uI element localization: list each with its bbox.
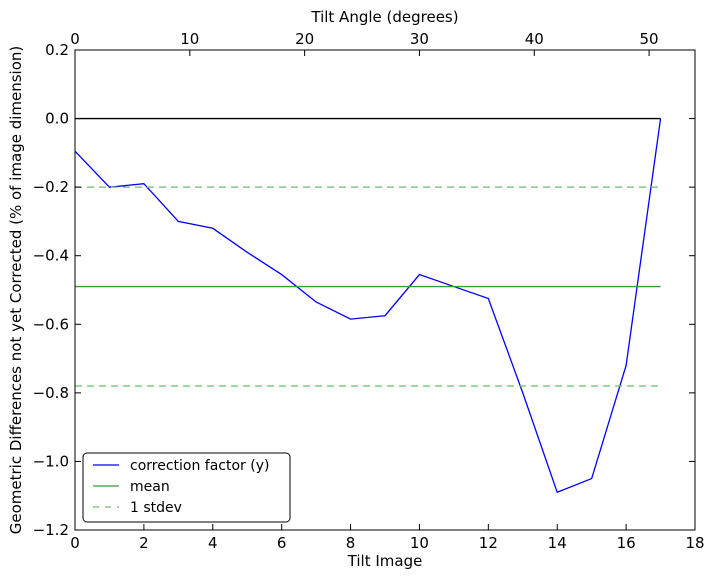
x2-tick-label: 0	[70, 30, 80, 48]
x-tick-label: 14	[548, 534, 567, 552]
x2-tick-label: 40	[525, 30, 544, 48]
plot-frame	[74, 49, 696, 531]
x-tick-label: 8	[346, 534, 356, 552]
x-tick-label: 4	[208, 534, 218, 552]
x-tick-label: 18	[685, 534, 704, 552]
x-tick-label: 10	[410, 534, 429, 552]
y-tick-label: −0.8	[33, 384, 69, 402]
y-tick-label: −1.0	[33, 452, 69, 470]
x2-tick-label: 30	[410, 30, 429, 48]
x-tick-label: 0	[70, 534, 80, 552]
x-tick-label: 2	[139, 534, 149, 552]
axes-layer	[74, 49, 696, 531]
y-tick-label: −1.2	[33, 521, 69, 539]
legend: correction factor (y) mean 1 stdev	[82, 452, 291, 523]
series-line-correction-factor-y	[74, 118, 662, 494]
x2-tick-label: 20	[295, 30, 314, 48]
legend-label: mean	[130, 479, 170, 495]
y-tick-label: −0.6	[33, 315, 69, 333]
legend-box	[82, 452, 291, 523]
x-tick-label: 16	[617, 534, 636, 552]
x-axis-title: Tilt Image	[347, 552, 423, 570]
plot-background	[75, 50, 695, 530]
y-tick-label: 0.0	[45, 110, 69, 128]
x2-tick-label: 10	[180, 30, 199, 48]
legend-label: correction factor (y)	[130, 458, 269, 474]
plot-area	[75, 50, 695, 530]
y-tick-label: −0.4	[33, 247, 69, 265]
x-tick-label: 6	[277, 534, 287, 552]
x2-axis-title: Tilt Angle (degrees)	[310, 8, 458, 26]
y-tick-label: 0.2	[45, 41, 69, 59]
y-axis-title: Geometric Differences not yet Corrected …	[7, 46, 25, 535]
labels-layer: 0 2 4 6 8 10 12 14 16 18 0.2 0.0 −0.2 −0.4 −0.6 −0.8 −1.…	[7, 8, 705, 570]
x-tick-label: 12	[479, 534, 498, 552]
y-tick-label: −0.2	[33, 178, 69, 196]
legend-label: 1 stdev	[130, 500, 182, 516]
x2-tick-label: 50	[640, 30, 659, 48]
series-layer	[74, 117, 662, 494]
